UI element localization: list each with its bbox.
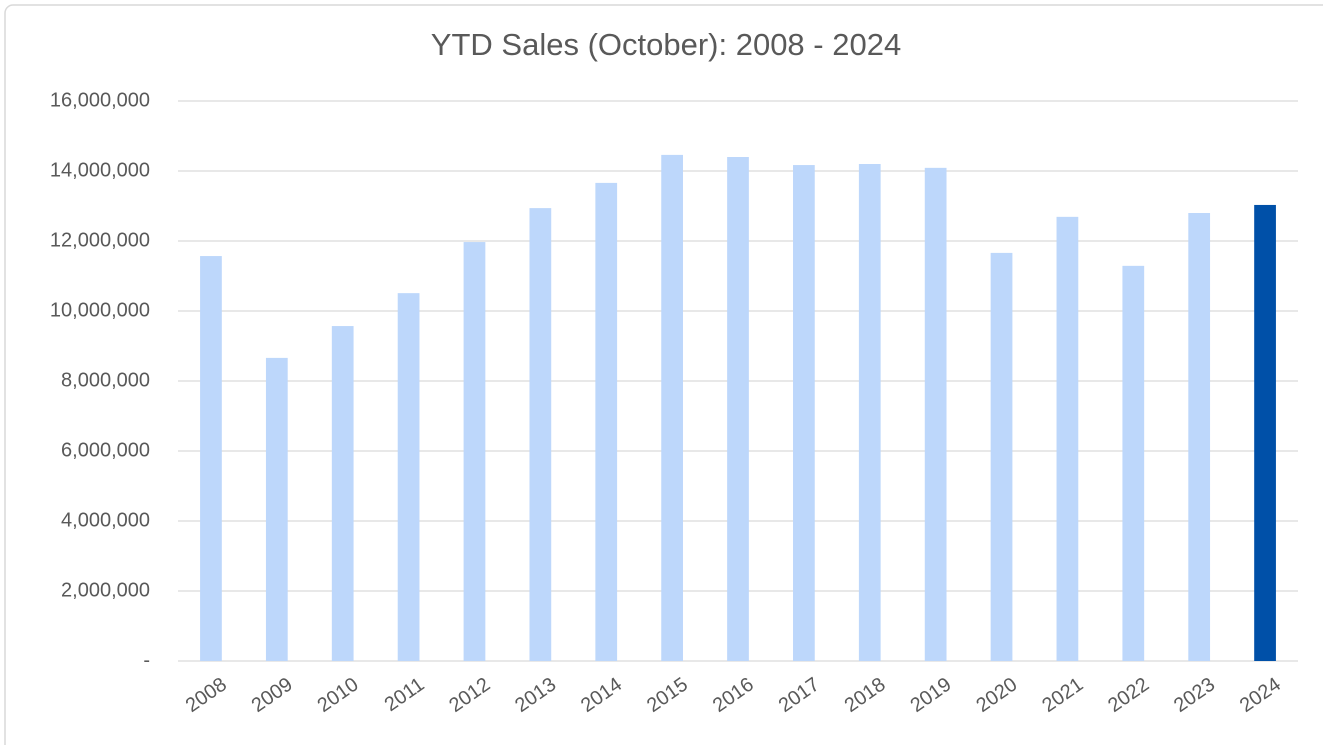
bar — [1056, 216, 1079, 661]
bar — [1122, 265, 1145, 661]
y-tick-label: 12,000,000 — [50, 229, 150, 251]
y-tick-label: 10,000,000 — [50, 299, 150, 321]
y-tick-label: 6,000,000 — [61, 439, 150, 461]
bar — [397, 293, 420, 661]
bar — [200, 256, 222, 661]
bar — [990, 252, 1013, 661]
bar — [1254, 204, 1276, 661]
y-tick-label: - — [143, 649, 150, 671]
bar — [727, 157, 749, 661]
bar — [331, 326, 354, 661]
bar — [463, 242, 486, 662]
y-tick-label: 4,000,000 — [61, 509, 150, 531]
y-tick-label: 16,000,000 — [50, 89, 150, 111]
y-tick-label: 14,000,000 — [50, 159, 150, 181]
chart-title: YTD Sales (October): 2008 - 2024 — [431, 27, 901, 62]
bar — [924, 167, 947, 661]
y-tick-label: 8,000,000 — [61, 369, 150, 391]
bar — [661, 154, 683, 661]
y-tick-label: 2,000,000 — [61, 579, 150, 601]
bar — [529, 208, 552, 661]
bar — [793, 165, 815, 662]
bar — [595, 182, 618, 661]
bar — [1188, 213, 1211, 661]
bar — [265, 357, 288, 661]
bar — [858, 164, 881, 661]
